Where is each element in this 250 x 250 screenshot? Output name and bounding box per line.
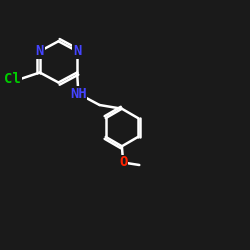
Text: N: N: [36, 44, 44, 58]
Text: NH: NH: [70, 87, 87, 101]
Text: O: O: [119, 156, 127, 170]
Text: N: N: [73, 44, 81, 58]
Text: Cl: Cl: [4, 72, 21, 86]
